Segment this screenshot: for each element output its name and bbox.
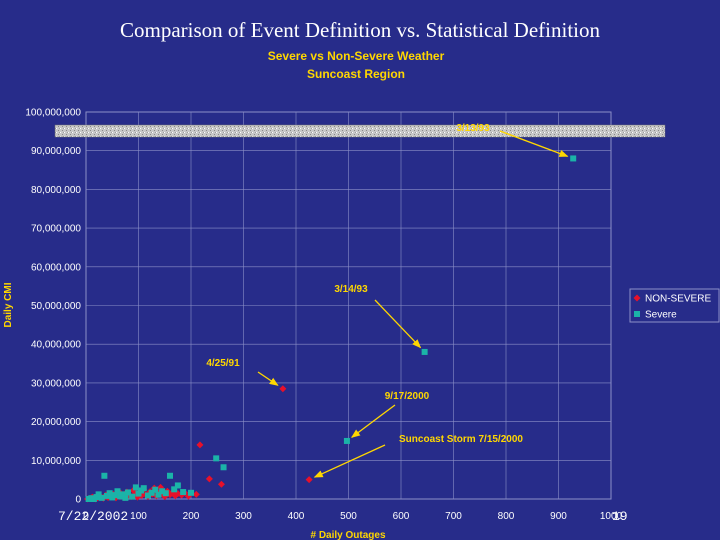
- x-axis-ticks: 0 100 200 300 400 500 600 700 800 900 1000: [83, 511, 622, 522]
- data-point: [148, 489, 155, 496]
- annotation-label: Suncoast Storm 7/15/2000: [399, 434, 523, 445]
- annotation-label: 4/25/91: [206, 358, 240, 369]
- data-point: [95, 491, 102, 498]
- data-point: [279, 385, 287, 393]
- annotation-arrow: [313, 444, 386, 478]
- legend-marker: [633, 294, 641, 302]
- data-point: [174, 482, 181, 489]
- data-point: [205, 475, 213, 483]
- data-point: [570, 155, 577, 162]
- annotation-label: 3/13/93: [456, 123, 490, 134]
- data-point: [188, 489, 194, 496]
- data-point: [192, 490, 200, 498]
- chart-title: Severe vs Non-Severe Weather: [267, 49, 445, 63]
- annotations: 3/13/93 3/14/93 4/25/91 9/17/2000 Suncoast S…: [206, 123, 569, 478]
- y-tick-label: 80,000,000: [31, 185, 81, 196]
- x-tick-label: 800: [498, 511, 515, 522]
- grid: [85, 111, 612, 500]
- y-tick-label: 40,000,000: [31, 340, 81, 351]
- data-point: [180, 489, 187, 496]
- chart-subtitle: Suncoast Region: [306, 67, 405, 81]
- data-point: [111, 492, 118, 499]
- chart-title-block: Severe vs Non-Severe Weather Suncoast Re…: [200, 47, 512, 83]
- data-point: [119, 491, 126, 498]
- x-tick-label: 900: [550, 511, 567, 522]
- slide-title: Comparison of Event Definition vs. Stati…: [119, 18, 601, 42]
- data-point: [305, 476, 313, 484]
- data-point: [421, 348, 428, 355]
- data-point: [196, 441, 204, 449]
- data-point: [114, 488, 121, 495]
- data-point: [144, 492, 151, 499]
- x-tick-label: 100: [130, 511, 147, 522]
- data-point: [220, 464, 227, 471]
- x-tick-label: 700: [445, 511, 462, 522]
- y-tick-label: 100,000,000: [25, 108, 81, 119]
- data-point: [162, 490, 169, 497]
- data-point: [101, 472, 108, 479]
- data-point: [171, 486, 178, 493]
- x-tick-label: 1000: [600, 511, 623, 522]
- y-tick-label: 70,000,000: [31, 224, 81, 235]
- data-point: [135, 490, 142, 497]
- x-tick-label: 600: [393, 511, 410, 522]
- x-axis-label: # Daily Outages: [310, 530, 385, 540]
- data-point: [132, 484, 139, 491]
- page-number: 19: [612, 509, 628, 524]
- y-tick-label: 90,000,000: [31, 146, 81, 157]
- annotation-label: 3/14/93: [334, 284, 368, 295]
- legend-label: Severe: [645, 310, 677, 321]
- y-tick-label: 50,000,000: [31, 301, 81, 312]
- data-point: [167, 472, 173, 479]
- legend-marker: [634, 311, 640, 317]
- data-point: [343, 437, 350, 444]
- legend-box: [629, 288, 720, 323]
- y-tick-label: 10,000,000: [31, 456, 81, 467]
- annotation-arrow: [499, 130, 569, 157]
- y-tick-label: 20,000,000: [31, 417, 81, 428]
- x-tick-label: 300: [235, 511, 252, 522]
- highlight-band-layer: [54, 124, 666, 138]
- data-point: [125, 489, 131, 496]
- data-point: [122, 494, 129, 501]
- y-tick-label: 60,000,000: [31, 262, 81, 273]
- highlight-band: [54, 124, 666, 138]
- x-tick-label: 200: [183, 511, 200, 522]
- footer-date: 7/22/2002: [58, 509, 129, 524]
- annotation-arrow: [374, 299, 422, 349]
- data-point: [159, 488, 166, 495]
- series-severe: [85, 155, 577, 502]
- data-point: [98, 494, 105, 501]
- legend: NON-SEVERE Severe: [629, 288, 720, 323]
- data-point: [155, 491, 162, 498]
- data-points: [84, 155, 577, 503]
- data-point: [140, 485, 147, 492]
- data-point: [129, 493, 136, 500]
- x-tick-label: 0: [83, 511, 89, 522]
- legend-label: NON-SEVERE: [645, 294, 711, 305]
- data-point: [152, 486, 159, 493]
- annotation-label: 9/17/2000: [385, 391, 430, 402]
- x-tick-label: 400: [288, 511, 305, 522]
- annotation-arrow: [351, 404, 396, 438]
- data-point: [213, 455, 220, 462]
- data-point: [106, 490, 113, 497]
- data-point: [217, 480, 225, 488]
- y-tick-label: 30,000,000: [31, 378, 81, 389]
- y-axis-label: Daily CMI: [3, 282, 14, 327]
- y-tick-label: 0: [75, 495, 81, 506]
- x-tick-label: 500: [340, 511, 357, 522]
- y-axis-ticks: 0 10,000,000 20,000,000 30,000,000 40,000,00…: [25, 108, 81, 506]
- annotation-arrow: [257, 371, 279, 386]
